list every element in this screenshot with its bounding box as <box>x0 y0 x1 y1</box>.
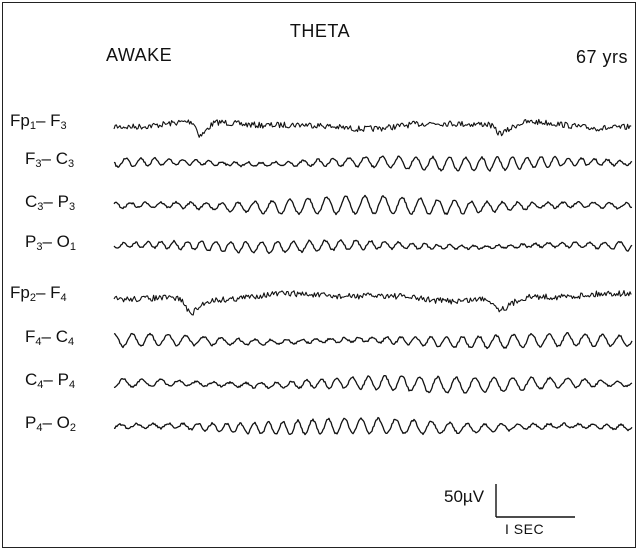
figure-title: THETA <box>289 21 351 41</box>
voltage-scale-label: 50µV <box>444 487 485 506</box>
eeg-trace <box>113 290 632 316</box>
channel-label: F3– C3 <box>25 149 75 170</box>
channel-label: Fp2– F4 <box>10 283 67 304</box>
channel-label: P4– O2 <box>25 413 77 434</box>
age-label: 67 yrs <box>575 47 628 67</box>
channel-label: C4– P4 <box>25 370 76 391</box>
eeg-trace <box>113 118 632 138</box>
channel-label: F4– C4 <box>25 327 75 348</box>
eeg-trace <box>113 194 633 216</box>
eeg-trace <box>113 416 633 436</box>
time-scale-label: I SEC <box>505 521 545 537</box>
channel-label: C3– P3 <box>25 192 76 213</box>
eeg-trace <box>113 155 633 172</box>
state-label: AWAKE <box>106 45 173 65</box>
channel-label: Fp1– F3 <box>10 111 67 132</box>
eeg-trace <box>113 331 633 350</box>
eeg-trace <box>113 374 633 394</box>
channel-label: P3– O1 <box>25 232 77 253</box>
eeg-trace <box>113 239 633 255</box>
